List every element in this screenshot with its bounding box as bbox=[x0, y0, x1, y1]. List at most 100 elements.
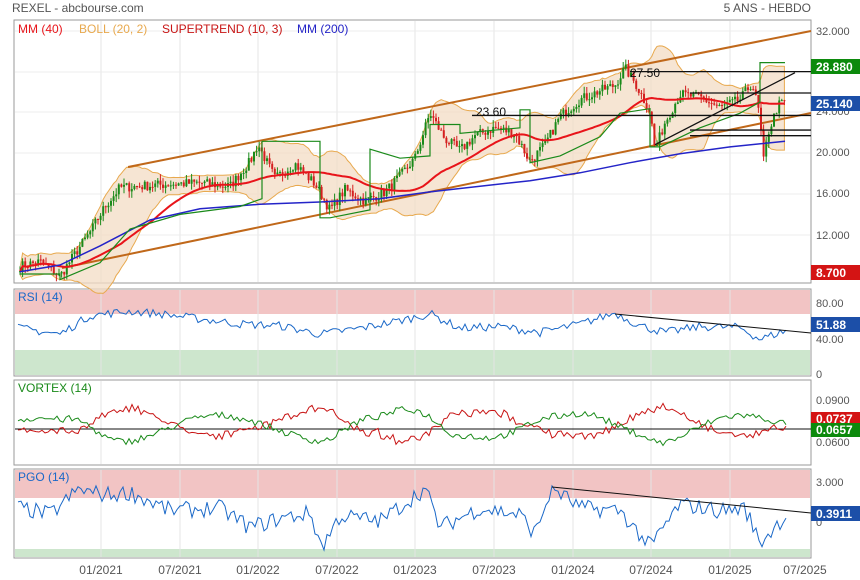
vortex-minus-text: 0.0737 bbox=[816, 412, 853, 426]
candle-body bbox=[526, 153, 528, 159]
candle-body bbox=[601, 84, 604, 92]
candle-body bbox=[341, 192, 344, 197]
candle-body bbox=[661, 132, 664, 135]
price-tick: 20.000 bbox=[816, 147, 850, 159]
rsi-value-text: 51.88 bbox=[816, 318, 846, 332]
candle-body bbox=[760, 107, 762, 131]
candle-body bbox=[182, 182, 185, 187]
candle-body bbox=[767, 134, 770, 142]
candle-body bbox=[741, 91, 744, 100]
vortex-layer bbox=[15, 402, 811, 447]
candle-body bbox=[172, 184, 175, 186]
candle-body bbox=[398, 171, 401, 176]
candle-body bbox=[411, 158, 414, 167]
pgo-tick: 0 bbox=[816, 517, 822, 529]
pgo-value-badge bbox=[811, 506, 860, 521]
candle-body bbox=[289, 171, 292, 173]
candle-body bbox=[656, 144, 658, 146]
candle-body bbox=[468, 141, 471, 145]
candle-body bbox=[518, 136, 521, 145]
candle-body bbox=[689, 92, 692, 97]
price-tick: 32.000 bbox=[816, 26, 850, 38]
candle-body bbox=[752, 89, 755, 91]
candle-body bbox=[266, 158, 268, 162]
candle-body bbox=[253, 151, 255, 162]
candle-body bbox=[682, 90, 684, 97]
x-tick: 01/2023 bbox=[393, 563, 437, 577]
candle-body bbox=[416, 150, 419, 154]
candle-body bbox=[292, 170, 294, 172]
rsi-tick: 40.00 bbox=[816, 334, 844, 346]
candle-body bbox=[29, 261, 32, 268]
candle-body bbox=[773, 113, 775, 127]
candle-body bbox=[611, 84, 614, 87]
candle-body bbox=[383, 189, 385, 197]
candle-body bbox=[632, 72, 635, 81]
candle-body bbox=[624, 64, 627, 69]
candle-body bbox=[489, 131, 492, 133]
candle-body bbox=[414, 153, 417, 159]
high-value-text: 28.880 bbox=[816, 60, 853, 74]
candle-body bbox=[429, 116, 432, 119]
candle-body bbox=[112, 196, 115, 201]
candle-body bbox=[164, 185, 167, 188]
candle-body bbox=[76, 251, 79, 255]
candle-body bbox=[331, 204, 333, 206]
candle-body bbox=[687, 92, 690, 94]
candle-body bbox=[190, 179, 193, 184]
candle-body bbox=[104, 206, 107, 208]
candle-body bbox=[497, 127, 500, 129]
candle-body bbox=[396, 175, 398, 179]
candle-body bbox=[552, 129, 554, 135]
candle-body bbox=[570, 111, 573, 114]
candle-body bbox=[81, 238, 84, 247]
candle-body bbox=[546, 137, 549, 141]
candle-body bbox=[357, 198, 359, 200]
channel-upper-line bbox=[127, 30, 812, 168]
candle-body bbox=[169, 185, 172, 187]
candle-body bbox=[643, 93, 645, 104]
candle-body bbox=[765, 141, 768, 157]
candle-body bbox=[65, 264, 68, 275]
candle-body bbox=[94, 218, 97, 224]
candle-body bbox=[734, 96, 736, 100]
candle-body bbox=[208, 179, 211, 186]
candle-body bbox=[684, 90, 687, 93]
candle-body bbox=[757, 94, 760, 108]
candle-body bbox=[487, 131, 489, 135]
candle-body bbox=[125, 183, 128, 185]
candle-body bbox=[364, 197, 367, 205]
candle-body bbox=[461, 144, 463, 147]
candle-body bbox=[234, 175, 237, 187]
candle-body bbox=[393, 178, 396, 190]
candle-body bbox=[279, 172, 281, 174]
candle-body bbox=[240, 173, 242, 181]
x-axis: 01/2021 07/2021 01/2022 07/2022 01/2023 … bbox=[79, 563, 827, 577]
candle-body bbox=[744, 87, 747, 92]
candle-body bbox=[562, 109, 565, 114]
candle-body bbox=[549, 129, 552, 138]
candle-body bbox=[247, 158, 250, 171]
candle-body bbox=[302, 167, 305, 173]
candle-body bbox=[198, 181, 201, 183]
pgo-low-zone bbox=[15, 549, 810, 557]
candle-body bbox=[580, 97, 583, 106]
candle-body bbox=[250, 158, 253, 162]
candle-body bbox=[52, 266, 55, 275]
pgo-layer bbox=[17, 484, 812, 552]
candle-body bbox=[325, 200, 328, 210]
mm200-line bbox=[19, 140, 786, 273]
vortex-plus-badge bbox=[811, 423, 860, 437]
price-layer bbox=[19, 30, 812, 294]
candle-body bbox=[55, 274, 58, 276]
candle-body bbox=[565, 109, 567, 117]
candle-body bbox=[177, 183, 180, 186]
candle-body bbox=[47, 264, 50, 267]
candle-body bbox=[715, 104, 718, 106]
candle-body bbox=[351, 190, 354, 197]
candle-body bbox=[466, 141, 469, 149]
candle-body bbox=[307, 173, 310, 181]
legend-mm40: MM (40) bbox=[18, 22, 63, 36]
legend: MM (40) BOLL (20, 2) SUPERTREND (10, 3) … bbox=[18, 22, 348, 36]
